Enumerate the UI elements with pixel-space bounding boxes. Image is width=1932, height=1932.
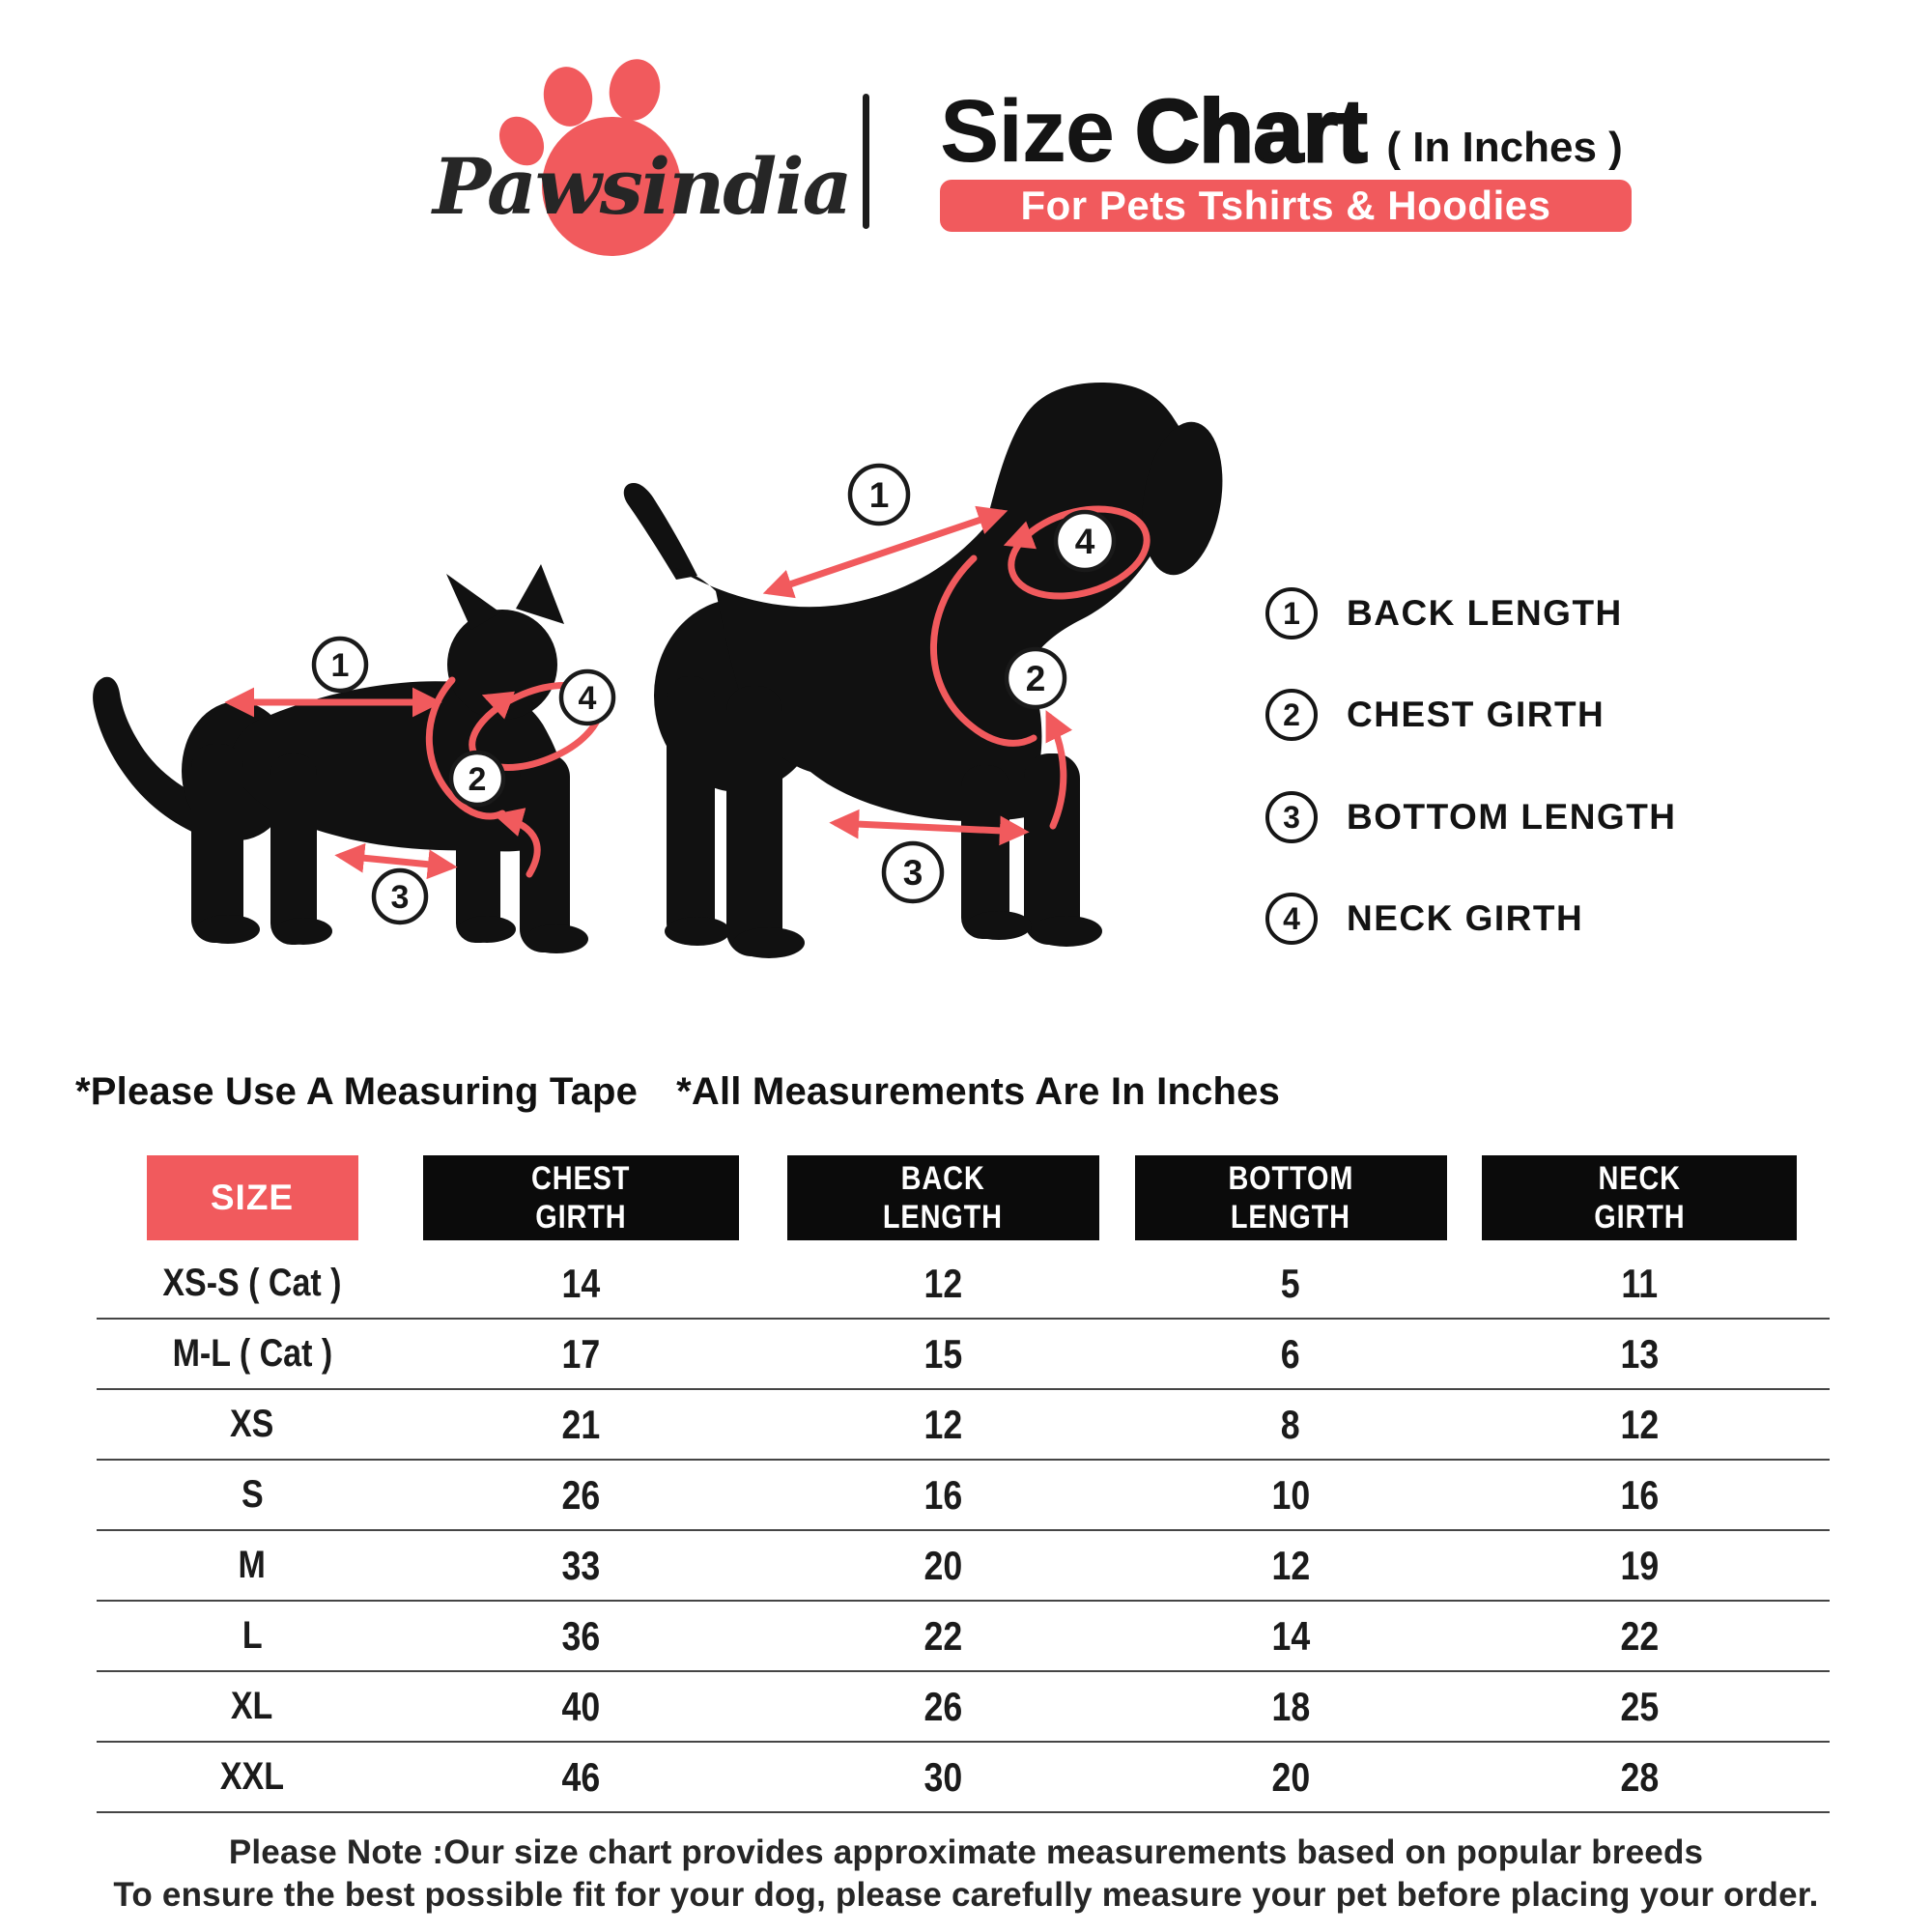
table-row: XL 40 26 18 25 <box>97 1672 1830 1743</box>
table-row: XS-S ( Cat ) 14 12 5 11 <box>97 1249 1830 1320</box>
legend-circle-4: 4 <box>1265 893 1318 945</box>
dog-neck-girth-arrow <box>1003 521 1037 550</box>
cat-badge-4-circle <box>558 668 616 726</box>
dog-badge-1-circle <box>847 463 911 526</box>
cat-badge-3-circle <box>371 867 429 925</box>
cat-chest-girth-arrow <box>493 808 541 878</box>
cat-badge-1-circle <box>311 636 369 694</box>
column-header-size: SIZE <box>146 1155 358 1240</box>
footer-note: Please Note :Our size chart provides app… <box>0 1832 1932 1917</box>
table-row: XXL 46 30 20 28 <box>97 1743 1830 1813</box>
legend-label-neck-girth: NECK GIRTH <box>1347 898 1584 938</box>
table-row: M-L ( Cat ) 17 15 6 13 <box>97 1320 1830 1390</box>
cat-badge-4: 4 <box>579 680 597 717</box>
dog-badge-1: 1 <box>869 475 890 515</box>
cat-badge-2-circle <box>448 750 506 808</box>
column-header-back-length: BACK LENGTH <box>786 1155 1099 1240</box>
dog-badge-2: 2 <box>1026 659 1046 698</box>
dog-badge-4: 4 <box>1075 522 1095 561</box>
brand-logo-text: Pawsindia <box>433 141 852 232</box>
paw-icon <box>498 59 681 256</box>
dog-badge-2-circle <box>1004 646 1067 710</box>
legend-item-chest-girth: 2 CHEST GIRTH <box>1265 689 1605 741</box>
cat-chest-girth-arc <box>425 676 506 820</box>
legend-item-back-length: 1 BACK LENGTH <box>1265 587 1623 639</box>
legend-circle-1: 1 <box>1265 587 1318 639</box>
page-title: Size Chart ( In Inches ) <box>940 81 1623 183</box>
legend-item-bottom-length: 3 BOTTOM LENGTH <box>1265 791 1677 843</box>
cat-badge-3: 3 <box>391 879 410 916</box>
legend-circle-3: 3 <box>1265 791 1318 843</box>
header-divider <box>863 94 869 229</box>
footer-line-2: To ensure the best possible fit for your… <box>113 1876 1819 1914</box>
legend-circle-2: 2 <box>1265 689 1318 741</box>
dog-back-length-arrow <box>762 505 1009 599</box>
column-header-neck-girth: NECK GIRTH <box>1482 1155 1797 1240</box>
note-part-2: *All Measurements Are In Inches <box>676 1070 1281 1113</box>
table-row: S 26 16 10 16 <box>97 1461 1830 1531</box>
legend-label-bottom-length: BOTTOM LENGTH <box>1347 797 1677 837</box>
column-header-chest-girth: CHEST GIRTH <box>422 1155 739 1240</box>
dog-bottom-length-arrow <box>829 809 1030 846</box>
title-units: ( In Inches ) <box>1386 124 1623 171</box>
legend-item-neck-girth: 4 NECK GIRTH <box>1265 893 1583 945</box>
dog-badge-4-circle <box>1053 509 1117 573</box>
dog-badge-3-circle <box>881 840 945 904</box>
cat-badge-1: 1 <box>331 647 350 684</box>
measuring-note: *Please Use A Measuring Tape *All Measure… <box>75 1070 1280 1114</box>
size-table: SIZE CHEST GIRTH BACK LENGTH BOTTOM LENG… <box>97 1155 1830 1813</box>
dog-neck-girth-loop <box>1008 505 1151 600</box>
cat-bottom-length-arrow <box>334 842 458 880</box>
footer-line-1: Please Note :Our size chart provides app… <box>228 1833 1704 1871</box>
legend-label-back-length: BACK LENGTH <box>1347 593 1623 633</box>
title-word-chart: Chart <box>1134 81 1369 183</box>
title-badge: For Pets Tshirts & Hoodies <box>940 180 1632 232</box>
dog-chest-girth-arc <box>929 554 1037 747</box>
title-word-size: Size <box>940 82 1115 181</box>
table-row: M 33 20 12 19 <box>97 1531 1830 1602</box>
column-header-bottom-length: BOTTOM LENGTH <box>1134 1155 1447 1240</box>
dog-chest-girth-arrow <box>1045 710 1073 830</box>
cat-silhouette <box>93 564 588 953</box>
measurement-number-badges: 1 2 3 4 1 2 3 4 <box>311 463 1117 925</box>
cat-neck-girth-arrow <box>481 691 516 720</box>
note-part-1: *Please Use A Measuring Tape <box>75 1070 639 1113</box>
size-table-body: XS-S ( Cat ) 14 12 5 11 M-L ( Cat ) 17 1… <box>97 1249 1830 1813</box>
size-table-header-row: SIZE CHEST GIRTH BACK LENGTH BOTTOM LENG… <box>97 1155 1830 1240</box>
table-row: XS 21 12 8 12 <box>97 1390 1830 1461</box>
legend-label-chest-girth: CHEST GIRTH <box>1347 695 1605 734</box>
table-row: L 36 22 14 22 <box>97 1602 1830 1672</box>
dog-badge-3: 3 <box>903 853 923 893</box>
cat-badge-2: 2 <box>469 761 487 798</box>
